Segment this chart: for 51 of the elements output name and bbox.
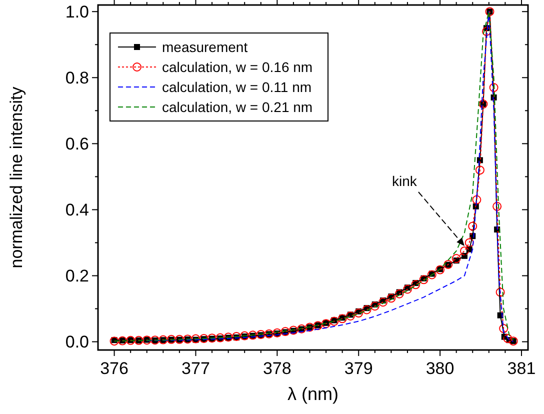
point [468,222,478,231]
point [452,254,461,264]
x-tick-label: 381 [507,359,536,378]
y-tick-label: 0.0 [65,332,89,352]
point [496,288,505,297]
x-tick-label: 380 [426,359,454,378]
point [232,332,241,341]
point [503,334,512,343]
point [411,280,420,290]
point [402,284,412,294]
point [472,195,482,204]
point [482,26,491,36]
point [460,246,469,256]
x-tick-label: 377 [182,359,210,378]
point [330,316,339,326]
y-tick-label: 0.8 [65,68,89,88]
point [110,336,119,346]
point [272,328,282,338]
point [378,298,388,307]
y-tick-label: 0.2 [65,266,89,286]
point [354,308,364,318]
annotation: kink [392,173,418,190]
x-axis-title: λ (nm) [288,384,338,404]
point [499,324,508,334]
point [199,334,208,343]
y-tick-label: 0.6 [65,134,89,154]
legend-label: calculation, w = 0.11 nm [162,79,312,95]
legend-label: calculation, w = 0.16 nm [162,59,313,75]
x-tick-label: 379 [344,359,373,378]
legend-label: measurement [162,39,248,55]
point [322,319,331,328]
point [419,275,428,284]
y-axis-title: normalized line intensity [7,86,26,268]
point [338,314,347,324]
y-tick-label: 0.4 [65,200,89,220]
legend-label: calculation, w = 0.21 nm [162,99,313,115]
point [362,305,372,314]
point [346,311,355,320]
x-tick-label: 378 [262,359,292,378]
point [386,294,396,303]
point [492,202,502,211]
point [256,330,266,339]
x-tick-label: 376 [100,359,128,378]
point [475,166,484,175]
point [370,302,380,311]
point [464,238,474,248]
point [394,289,404,298]
point [427,270,436,280]
point [489,83,498,92]
y-tick-label: 1.0 [65,2,89,22]
point [191,334,200,344]
